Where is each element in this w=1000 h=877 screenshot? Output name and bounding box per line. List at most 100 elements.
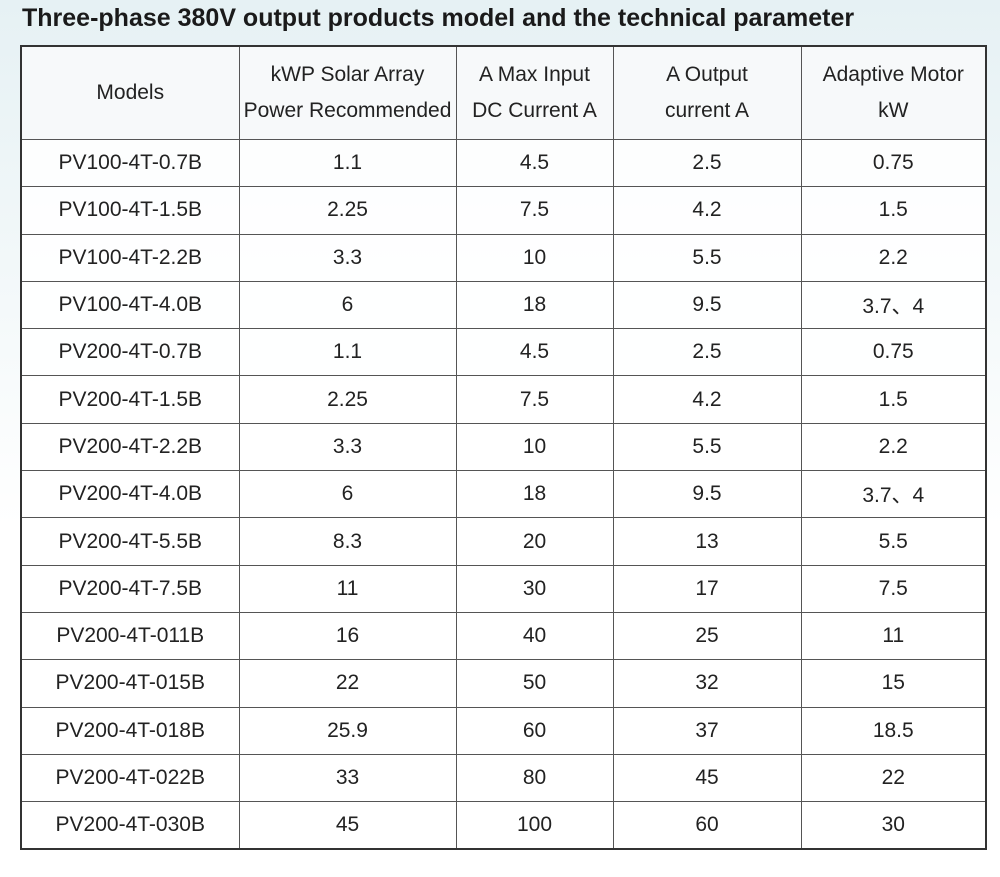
header-line: kWP Solar Array [270,63,425,86]
value-cell: 4.2 [612,186,802,235]
value-cell: 7.5 [800,564,987,613]
model-cell: PV200-4T-0.7B [20,328,240,377]
value-cell: 7.5 [455,375,614,424]
table-row: PV200-4T-2.2B 3.3 10 5.5 2.2 [20,422,987,472]
table-row: PV200-4T-1.5B 2.25 7.5 4.2 1.5 [20,375,987,424]
value-cell: 17 [612,564,802,613]
value-cell: 13 [612,517,802,566]
value-cell: 1.5 [800,375,987,424]
value-cell: 3.7、4 [800,470,987,519]
model-cell: PV200-4T-015B [20,659,240,708]
value-cell: 2.2 [800,422,987,472]
value-cell: 9.5 [612,280,802,330]
value-cell: 4.2 [612,375,802,424]
value-cell: 4.5 [455,138,614,188]
value-cell: 22 [800,753,987,803]
value-cell: 18 [455,470,614,519]
value-cell: 30 [455,564,614,613]
value-cell: 60 [612,801,802,850]
value-cell: 7.5 [455,186,614,235]
model-cell: PV200-4T-011B [20,611,240,661]
value-cell: 2.25 [238,375,457,424]
value-cell: 2.5 [612,138,802,188]
value-cell: 16 [238,611,457,661]
table-row: PV100-4T-2.2B 3.3 10 5.5 2.2 [20,233,987,282]
model-cell: PV100-4T-4.0B [20,280,240,330]
page-title: Three-phase 380V output products model a… [22,4,855,32]
column-header: A Max Input DC Current A [455,45,614,140]
value-cell: 3.7、4 [800,280,987,330]
value-cell: 37 [612,706,802,755]
value-cell: 10 [455,233,614,282]
value-cell: 60 [455,706,614,755]
value-cell: 1.1 [238,138,457,188]
model-cell: PV200-4T-2.2B [20,422,240,472]
value-cell: 25 [612,611,802,661]
value-cell: 2.5 [612,328,802,377]
value-cell: 2.2 [800,233,987,282]
value-cell: 30 [800,801,987,850]
model-cell: PV100-4T-2.2B [20,233,240,282]
value-cell: 33 [238,753,457,803]
model-cell: PV200-4T-018B [20,706,240,755]
value-cell: 18.5 [800,706,987,755]
model-cell: PV200-4T-7.5B [20,564,240,613]
value-cell: 11 [800,611,987,661]
value-cell: 6 [238,280,457,330]
value-cell: 11 [238,564,457,613]
table-row: PV200-4T-7.5B 11 30 17 7.5 [20,564,987,613]
value-cell: 50 [455,659,614,708]
value-cell: 18 [455,280,614,330]
value-cell: 45 [238,801,457,850]
value-cell: 0.75 [800,138,987,188]
value-cell: 9.5 [612,470,802,519]
value-cell: 25.9 [238,706,457,755]
header-line: A Max Input [479,63,590,86]
model-cell: PV100-4T-0.7B [20,138,240,188]
value-cell: 5.5 [612,233,802,282]
header-row: Models kWP Solar Array Power Recommended A … [20,45,987,140]
table-row: PV200-4T-011B 16 40 25 11 [20,611,987,661]
value-cell: 0.75 [800,328,987,377]
column-header: Models [20,45,240,140]
value-cell: 3.3 [238,422,457,472]
table-body: PV100-4T-0.7B 1.1 4.5 2.5 0.75 PV100-4T-1.5B 2… [20,138,987,850]
table-row: PV200-4T-4.0B 6 18 9.5 3.7、4 [20,470,987,519]
value-cell: 80 [455,753,614,803]
header-line: Power Recommended [243,99,452,122]
header-line: A Output [666,63,748,86]
column-header: kWP Solar Array Power Recommended [238,45,457,140]
value-cell: 1.5 [800,186,987,235]
table-row: PV100-4T-4.0B 6 18 9.5 3.7、4 [20,280,987,330]
table-row: PV200-4T-018B 25.9 60 37 18.5 [20,706,987,755]
header-line: Adaptive Motor [822,63,964,86]
value-cell: 15 [800,659,987,708]
table-row: PV200-4T-5.5B 8.3 20 13 5.5 [20,517,987,566]
model-cell: PV200-4T-022B [20,753,240,803]
value-cell: 40 [455,611,614,661]
value-cell: 2.25 [238,186,457,235]
header-line: DC Current A [472,99,597,122]
value-cell: 8.3 [238,517,457,566]
table-row: PV200-4T-022B 33 80 45 22 [20,753,987,803]
table-row: PV100-4T-1.5B 2.25 7.5 4.2 1.5 [20,186,987,235]
header-line: current A [664,99,750,122]
table-row: PV100-4T-0.7B 1.1 4.5 2.5 0.75 [20,138,987,188]
value-cell: 10 [455,422,614,472]
value-cell: 5.5 [800,517,987,566]
value-cell: 32 [612,659,802,708]
value-cell: 45 [612,753,802,803]
value-cell: 20 [455,517,614,566]
model-cell: PV200-4T-4.0B [20,470,240,519]
header-line: kW [878,99,909,122]
value-cell: 5.5 [612,422,802,472]
value-cell: 4.5 [455,328,614,377]
table-row: PV200-4T-0.7B 1.1 4.5 2.5 0.75 [20,328,987,377]
model-cell: PV200-4T-5.5B [20,517,240,566]
model-cell: PV200-4T-1.5B [20,375,240,424]
value-cell: 1.1 [238,328,457,377]
value-cell: 6 [238,470,457,519]
table-row: PV200-4T-030B 45 100 60 30 [20,801,987,850]
model-cell: PV100-4T-1.5B [20,186,240,235]
